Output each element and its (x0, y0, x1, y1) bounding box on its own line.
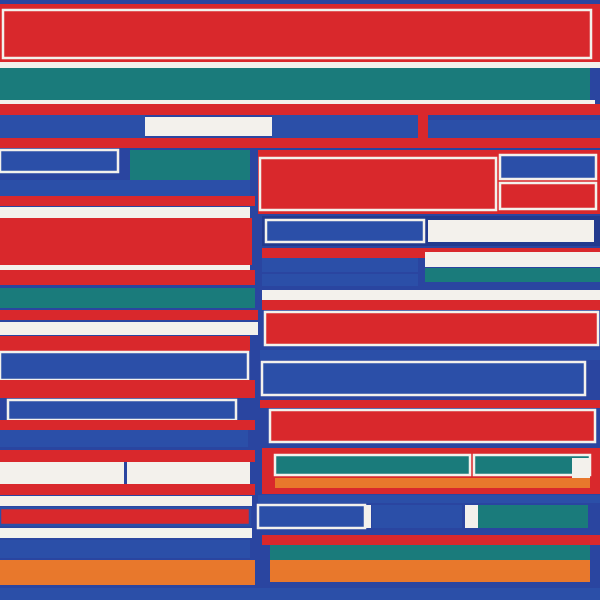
color-block (0, 322, 258, 335)
color-block (0, 100, 595, 104)
color-block (0, 560, 255, 585)
color-block (270, 545, 590, 560)
color-block (0, 270, 255, 285)
color-block (260, 360, 587, 397)
color-block (425, 268, 600, 282)
color-block (418, 115, 428, 138)
color-block (0, 180, 250, 196)
color-block (262, 258, 418, 272)
color-block (272, 115, 418, 138)
color-block (428, 220, 594, 242)
color-block (478, 505, 588, 528)
color-block (256, 503, 367, 530)
color-block (270, 560, 590, 582)
color-block (0, 62, 600, 68)
color-block (498, 181, 598, 211)
color-block (145, 117, 272, 136)
color-block (0, 420, 255, 430)
color-block (0, 350, 250, 382)
color-block (262, 535, 600, 545)
color-block (0, 148, 120, 174)
color-block (262, 274, 418, 286)
color-block (260, 350, 600, 360)
color-block (0, 588, 600, 600)
color-block (127, 462, 250, 484)
color-block (0, 484, 255, 495)
color-block (130, 150, 250, 182)
color-block (0, 104, 600, 115)
color-block (263, 310, 600, 347)
color-block (425, 252, 600, 267)
color-block (0, 540, 250, 558)
color-block (0, 265, 250, 270)
color-block (0, 506, 252, 527)
color-block (275, 478, 590, 488)
color-block (0, 380, 255, 398)
color-block (264, 218, 426, 244)
color-block (273, 453, 472, 477)
color-block (0, 336, 250, 351)
color-block (6, 398, 238, 422)
color-block (428, 120, 600, 138)
color-block (0, 288, 255, 308)
color-block (262, 300, 600, 310)
color-block (258, 156, 498, 212)
color-block (0, 496, 252, 506)
color-block (0, 450, 255, 462)
color-block (260, 400, 600, 408)
color-block (498, 153, 598, 181)
color-block (0, 310, 258, 320)
color-block (0, 115, 145, 138)
color-block (258, 495, 600, 503)
color-block (1, 8, 593, 60)
color-block (0, 207, 250, 218)
color-block (0, 196, 255, 206)
color-block (0, 462, 124, 484)
color-block (268, 408, 597, 444)
color-block (0, 138, 600, 148)
color-block (572, 458, 590, 478)
color-block (465, 505, 478, 528)
color-block (0, 528, 252, 538)
color-block (0, 430, 248, 447)
color-block (262, 290, 600, 300)
color-block (0, 218, 252, 265)
color-block (372, 505, 462, 528)
color-block (0, 68, 590, 100)
color-block (365, 505, 371, 528)
